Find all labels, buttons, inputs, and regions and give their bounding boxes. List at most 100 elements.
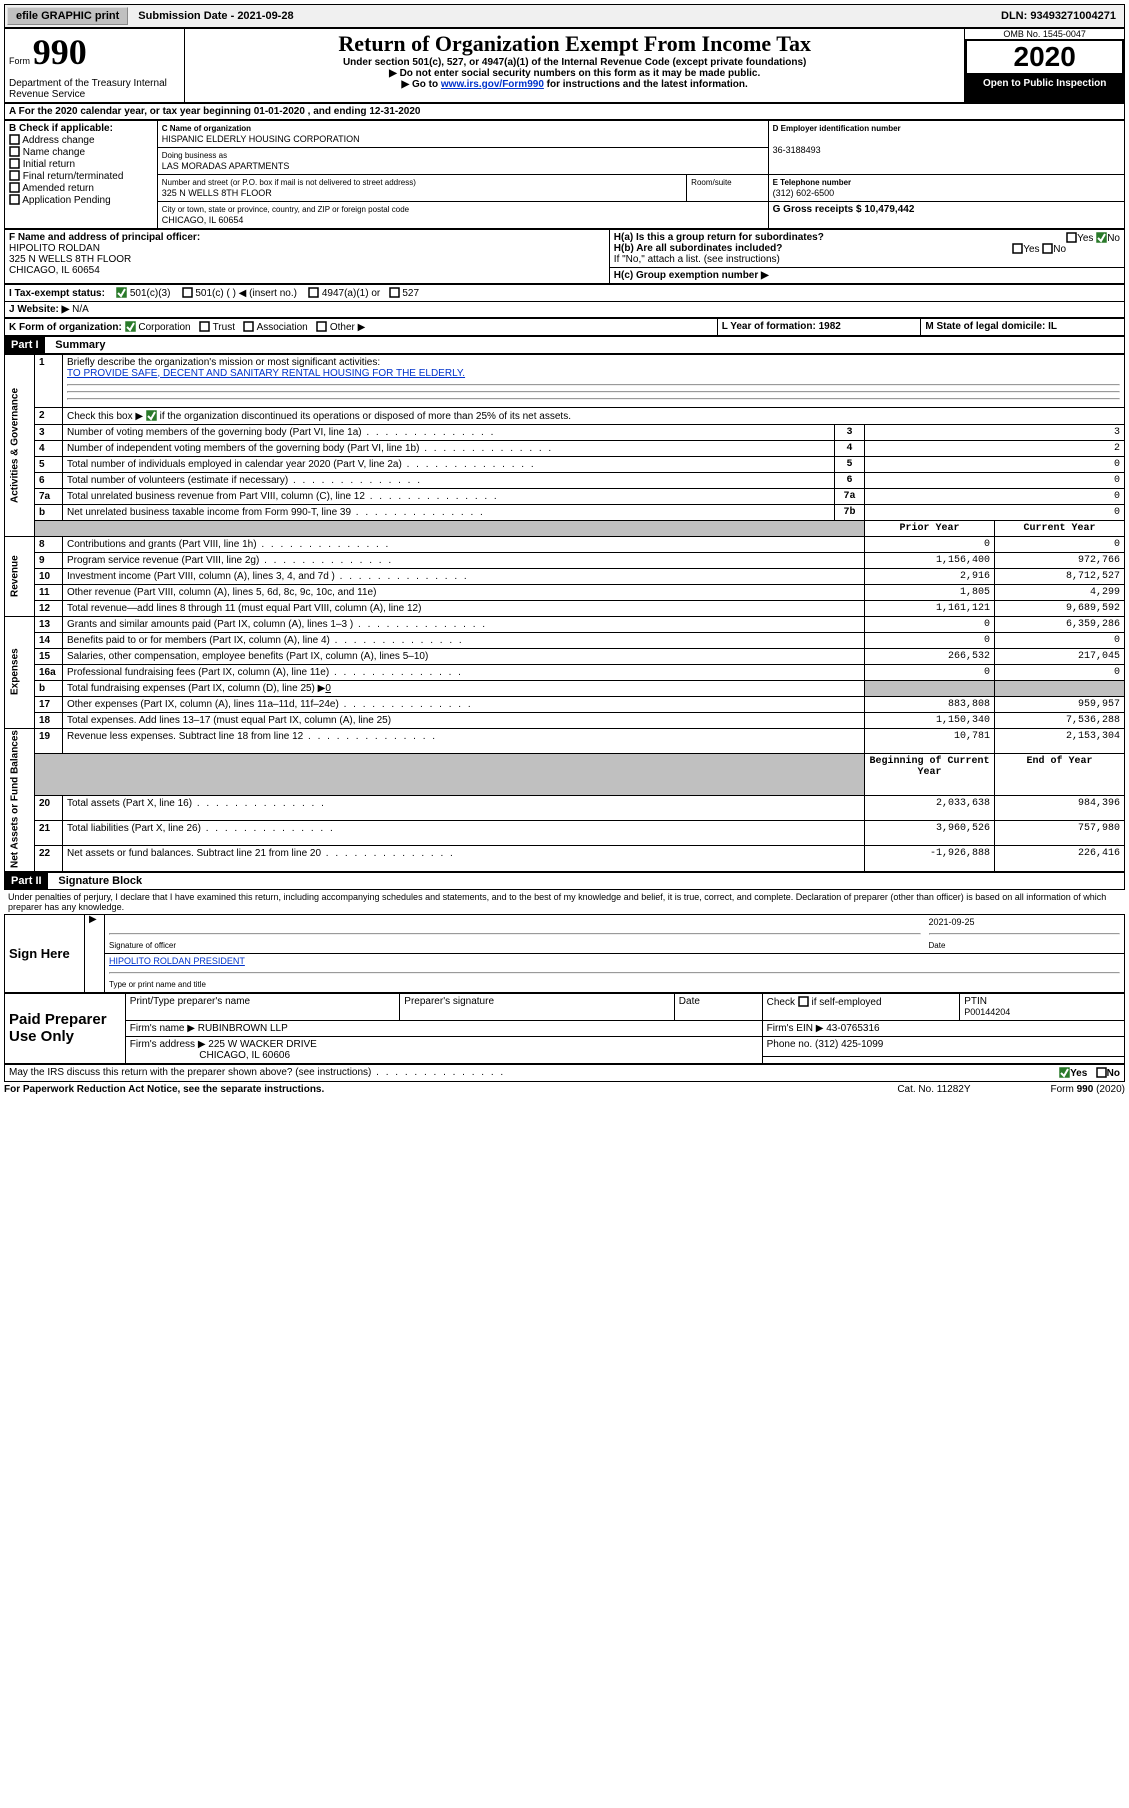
initial-return-checkbox[interactable]: [9, 158, 20, 169]
line17-prior: 883,808: [865, 696, 995, 712]
form-header: Form 990 Return of Organization Exempt F…: [4, 28, 1125, 103]
line7b-value: 0: [865, 504, 1125, 520]
line16a-label: Professional fundraising fees (Part IX, …: [67, 667, 329, 678]
other-checkbox[interactable]: [316, 321, 327, 332]
hc-label: H(c) Group exemption number ▶: [609, 267, 1124, 283]
officer-name: HIPOLITO ROLDAN: [9, 243, 100, 254]
hb-yes-checkbox[interactable]: [1012, 243, 1023, 254]
line3-value: 3: [865, 424, 1125, 440]
prior-year-header: Prior Year: [865, 520, 995, 536]
gross-receipts: G Gross receipts $ 10,479,442: [768, 201, 1124, 228]
part2-title: Signature Block: [50, 875, 142, 887]
part1-header: Part I: [5, 337, 45, 353]
efile-print-button[interactable]: efile GRAPHIC print: [7, 7, 128, 25]
city-label: City or town, state or province, country…: [162, 205, 409, 214]
line5-value: 0: [865, 456, 1125, 472]
addr-change-checkbox[interactable]: [9, 134, 20, 145]
box-d-label: D Employer identification number: [773, 124, 901, 133]
assoc-checkbox[interactable]: [243, 321, 254, 332]
line9-prior: 1,156,400: [865, 552, 995, 568]
firm-addr2: CHICAGO, IL 60606: [199, 1050, 290, 1061]
org-name: HISPANIC ELDERLY HOUSING CORPORATION: [162, 134, 360, 144]
line22-prior: -1,926,888: [865, 846, 995, 871]
trust-checkbox[interactable]: [199, 321, 210, 332]
line13-label: Grants and similar amounts paid (Part IX…: [67, 619, 353, 630]
subtitle-3: ▶ Go to www.irs.gov/Form990 for instruct…: [189, 79, 960, 90]
corp-checkbox[interactable]: [125, 321, 136, 332]
line19-prior: 10,781: [865, 728, 995, 753]
amended-checkbox[interactable]: [9, 182, 20, 193]
line6-label: Total number of volunteers (estimate if …: [67, 475, 288, 486]
dba-value: LAS MORADAS APARTMENTS: [162, 161, 290, 171]
officer-name-title[interactable]: HIPOLITO ROLDAN PRESIDENT: [109, 956, 245, 966]
website-value: N/A: [72, 304, 89, 315]
self-emp-checkbox[interactable]: [798, 996, 809, 1007]
street-value: 325 N WELLS 8TH FLOOR: [162, 188, 272, 198]
type-name-label: Type or print name and title: [109, 980, 206, 989]
line1-label: Briefly describe the organization's miss…: [67, 357, 380, 368]
ptin-value: P00144204: [964, 1007, 1010, 1017]
line11-prior: 1,805: [865, 584, 995, 600]
sign-here-label: Sign Here: [5, 914, 85, 992]
box-f-label: F Name and address of principal officer:: [9, 232, 200, 243]
line1-value[interactable]: TO PROVIDE SAFE, DECENT AND SANITARY REN…: [67, 368, 465, 379]
line12-label: Total revenue—add lines 8 through 11 (mu…: [67, 603, 421, 614]
501c-checkbox[interactable]: [182, 287, 193, 298]
prep-sig-label: Preparer's signature: [400, 993, 675, 1020]
line5-label: Total number of individuals employed in …: [67, 459, 402, 470]
dln-label: DLN: 93493271004271: [993, 8, 1124, 24]
line11-label: Other revenue (Part VIII, column (A), li…: [67, 587, 376, 598]
hb-note: If "No," attach a list. (see instruction…: [614, 254, 780, 265]
line2-checkbox[interactable]: [146, 410, 157, 421]
line15-prior: 266,532: [865, 648, 995, 664]
phone-value: (312) 602-6500: [773, 188, 835, 198]
line10-label: Investment income (Part VIII, column (A)…: [67, 571, 335, 582]
app-pending-checkbox[interactable]: [9, 194, 20, 205]
501c3-checkbox[interactable]: [116, 287, 127, 298]
paid-preparer-label: Paid Preparer Use Only: [5, 993, 126, 1063]
line20-label: Total assets (Part X, line 16): [67, 798, 192, 809]
ha-no-checkbox[interactable]: [1096, 232, 1107, 243]
line18-current: 7,536,288: [995, 712, 1125, 728]
omb-number: OMB No. 1545-0047: [965, 29, 1124, 39]
line17-label: Other expenses (Part IX, column (A), lin…: [67, 699, 339, 710]
identity-block: B Check if applicable: Address change Na…: [4, 120, 1125, 229]
discuss-no-checkbox[interactable]: [1096, 1067, 1107, 1078]
irs-link[interactable]: www.irs.gov/Form990: [441, 79, 544, 90]
line17-current: 959,957: [995, 696, 1125, 712]
hb-no-checkbox[interactable]: [1042, 243, 1053, 254]
line22-label: Net assets or fund balances. Subtract li…: [67, 848, 321, 859]
line19-label: Revenue less expenses. Subtract line 18 …: [67, 731, 303, 742]
sig-officer-label: Signature of officer: [109, 941, 176, 950]
part1-table: Activities & Governance 1 Briefly descri…: [4, 354, 1125, 872]
line4-value: 2: [865, 440, 1125, 456]
side-label-expenses: Expenses: [5, 616, 35, 728]
form-footer: Form 990 (2020): [1051, 1084, 1125, 1095]
dba-label: Doing business as: [162, 151, 227, 160]
subtitle-1: Under section 501(c), 527, or 4947(a)(1)…: [189, 57, 960, 68]
dept-treasury: Department of the Treasury Internal Reve…: [5, 76, 185, 103]
city-value: CHICAGO, IL 60654: [162, 215, 244, 225]
discuss-yes-checkbox[interactable]: [1059, 1067, 1070, 1078]
tax-period: A For the 2020 calendar year, or tax yea…: [5, 103, 1125, 119]
line15-label: Salaries, other compensation, employee b…: [67, 651, 428, 662]
box-m: M State of legal domicile: IL: [921, 318, 1125, 335]
line6-value: 0: [865, 472, 1125, 488]
final-return-checkbox[interactable]: [9, 170, 20, 181]
room-label: Room/suite: [691, 178, 731, 187]
line7b-label: Net unrelated business taxable income fr…: [67, 507, 351, 518]
line13-prior: 0: [865, 616, 995, 632]
ha-yes-checkbox[interactable]: [1066, 232, 1077, 243]
527-checkbox[interactable]: [389, 287, 400, 298]
name-change-checkbox[interactable]: [9, 146, 20, 157]
tax-year: 2020: [965, 39, 1124, 75]
line13-current: 6,359,286: [995, 616, 1125, 632]
4947-checkbox[interactable]: [308, 287, 319, 298]
subtitle-2: ▶ Do not enter social security numbers o…: [189, 68, 960, 79]
line12-prior: 1,161,121: [865, 600, 995, 616]
box-k-label: K Form of organization:: [9, 322, 122, 333]
line21-prior: 3,960,526: [865, 821, 995, 846]
line15-current: 217,045: [995, 648, 1125, 664]
hb-label: H(b) Are all subordinates included?: [614, 243, 783, 254]
line14-current: 0: [995, 632, 1125, 648]
